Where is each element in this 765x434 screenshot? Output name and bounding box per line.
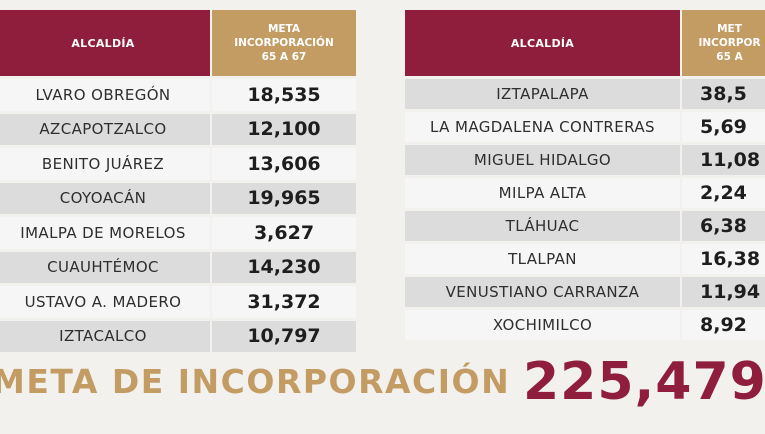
meta-value: 5,69	[682, 112, 765, 142]
alcaldia-table-left: ALCALDÍA META INCORPORACIÓN 65 A 67 LVAR…	[0, 10, 356, 352]
table-row: VENUSTIANO CARRANZA 11,94	[405, 277, 765, 307]
meta-value: 2,24	[682, 178, 765, 208]
table-row: LA MAGDALENA CONTRERAS 5,69	[405, 112, 765, 142]
meta-value: 38,5	[682, 79, 765, 109]
meta-value: 19,965	[212, 182, 356, 214]
meta-value: 6,38	[682, 211, 765, 241]
table-header: ALCALDÍA META INCORPORACIÓN 65 A 67	[0, 10, 356, 76]
alcaldia-name: COYOACÁN	[0, 182, 210, 214]
alcaldia-name: MILPA ALTA	[405, 178, 680, 208]
table-row: CUAUHTÉMOC 14,230	[0, 251, 356, 283]
header-meta-line1: MET	[717, 22, 742, 35]
total-value: 225,479	[523, 352, 765, 412]
table-row: COYOACÁN 19,965	[0, 182, 356, 214]
table-row: MIGUEL HIDALGO 11,08	[405, 145, 765, 175]
table-row: AZCAPOTZALCO 12,100	[0, 113, 356, 145]
table-row: IZTAPALAPA 38,5	[405, 79, 765, 109]
alcaldia-name: TLALPAN	[405, 244, 680, 274]
meta-value: 11,94	[682, 277, 765, 307]
table-header: ALCALDÍA MET INCORPOR 65 A	[405, 10, 765, 76]
meta-value: 8,92	[682, 310, 765, 340]
alcaldia-name: XOCHIMILCO	[405, 310, 680, 340]
meta-value: 18,535	[212, 79, 356, 111]
header-meta-line1: META	[267, 22, 301, 35]
meta-value: 10,797	[212, 320, 356, 352]
alcaldia-name: MIGUEL HIDALGO	[405, 145, 680, 175]
table-row: TLALPAN 16,38	[405, 244, 765, 274]
table-row: LVARO OBREGÓN 18,535	[0, 79, 356, 111]
alcaldia-name: VENUSTIANO CARRANZA	[405, 277, 680, 307]
alcaldia-name: USTAVO A. MADERO	[0, 286, 210, 318]
meta-value: 12,100	[212, 113, 356, 145]
alcaldia-name: LA MAGDALENA CONTRERAS	[405, 112, 680, 142]
alcaldia-name: AZCAPOTZALCO	[0, 113, 210, 145]
header-alcaldia: ALCALDÍA	[0, 10, 210, 76]
table-row: IMALPA DE MORELOS 3,627	[0, 217, 356, 249]
total-label: META DE INCORPORACIÓN	[0, 362, 511, 401]
meta-value: 11,08	[682, 145, 765, 175]
header-meta: MET INCORPOR 65 A	[682, 10, 765, 76]
header-meta-line3: 65 A 67	[261, 51, 307, 64]
table-row: BENITO JUÁREZ 13,606	[0, 148, 356, 180]
alcaldia-table-right: ALCALDÍA MET INCORPOR 65 A IZTAPALAPA 38…	[405, 10, 765, 340]
table-row: MILPA ALTA 2,24	[405, 178, 765, 208]
table-row: USTAVO A. MADERO 31,372	[0, 286, 356, 318]
meta-value: 14,230	[212, 251, 356, 283]
alcaldia-name: IZTACALCO	[0, 320, 210, 352]
header-meta-line2: INCORPORACIÓN	[234, 36, 334, 49]
alcaldia-name: IZTAPALAPA	[405, 79, 680, 109]
meta-value: 13,606	[212, 148, 356, 180]
header-meta-line3: 65 A	[716, 51, 743, 64]
table-row: TLÁHUAC 6,38	[405, 211, 765, 241]
table-row: XOCHIMILCO 8,92	[405, 310, 765, 340]
alcaldia-name: BENITO JUÁREZ	[0, 148, 210, 180]
alcaldia-name: IMALPA DE MORELOS	[0, 217, 210, 249]
meta-value: 3,627	[212, 217, 356, 249]
alcaldia-name: LVARO OBREGÓN	[0, 79, 210, 111]
table-row: IZTACALCO 10,797	[0, 320, 356, 352]
meta-value: 16,38	[682, 244, 765, 274]
header-meta: META INCORPORACIÓN 65 A 67	[212, 10, 356, 76]
alcaldia-name: CUAUHTÉMOC	[0, 251, 210, 283]
alcaldia-name: TLÁHUAC	[405, 211, 680, 241]
header-meta-line2: INCORPOR	[698, 36, 761, 49]
header-alcaldia: ALCALDÍA	[405, 10, 680, 76]
meta-value: 31,372	[212, 286, 356, 318]
